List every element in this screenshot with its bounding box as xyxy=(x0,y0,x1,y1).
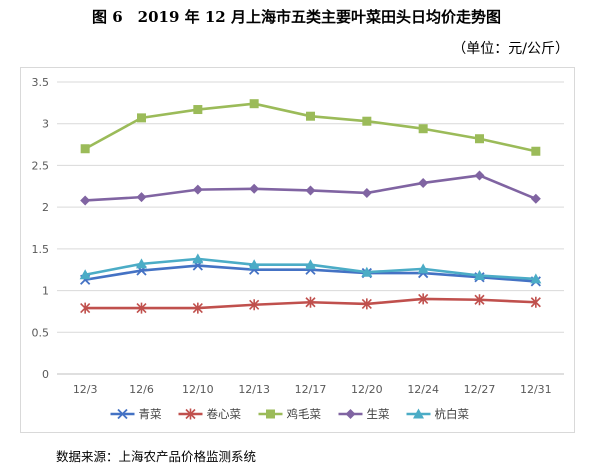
data-point-diamond xyxy=(136,192,147,203)
data-point-asterisk xyxy=(249,299,260,311)
data-point-diamond xyxy=(474,170,485,181)
y-tick-label: 2.5 xyxy=(32,159,50,172)
data-point-square xyxy=(193,105,203,115)
data-point-asterisk xyxy=(80,302,91,314)
data-point-square xyxy=(531,146,541,156)
data-point-triangle xyxy=(136,258,147,269)
y-tick-label: 0.5 xyxy=(32,326,50,339)
data-point-triangle xyxy=(417,263,429,274)
data-source: 数据来源：上海农产品价格监测系统 xyxy=(56,449,257,464)
data-point-triangle xyxy=(413,408,424,419)
x-tick-label: 12/10 xyxy=(182,383,214,396)
y-tick-label: 1 xyxy=(42,285,49,298)
data-point-square xyxy=(80,144,90,154)
series-3 xyxy=(80,170,541,206)
data-point-square xyxy=(306,111,315,121)
data-point-asterisk xyxy=(305,296,316,308)
data-point-x xyxy=(117,408,128,420)
series-4 xyxy=(79,253,542,284)
x-tick-label: 12/6 xyxy=(129,383,154,396)
x-tick-label: 12/20 xyxy=(351,383,383,396)
data-point-triangle xyxy=(192,253,204,264)
data-point-square xyxy=(249,99,259,109)
data-point-triangle xyxy=(305,259,316,270)
data-point-square xyxy=(266,409,275,419)
data-point-diamond xyxy=(192,184,203,195)
series-2 xyxy=(80,99,541,156)
data-point-asterisk xyxy=(418,293,429,305)
data-point-diamond xyxy=(249,183,260,194)
x-tick-label: 12/27 xyxy=(464,383,496,396)
legend-item-3: 生菜 xyxy=(338,407,390,421)
series-1 xyxy=(80,293,541,314)
data-point-diamond xyxy=(418,177,429,188)
x-tick-label: 12/13 xyxy=(238,383,270,396)
series-line xyxy=(84,102,537,153)
x-tick-label: 12/17 xyxy=(295,383,327,396)
x-tick-label: 12/24 xyxy=(407,383,439,396)
legend-item-0: 青菜 xyxy=(110,407,162,421)
data-point-triangle xyxy=(361,266,373,277)
legend-item-1: 卷心菜 xyxy=(178,407,242,421)
legend-label: 杭白菜 xyxy=(435,407,470,421)
x-tick-label: 12/3 xyxy=(73,383,98,396)
legend-label: 青菜 xyxy=(139,407,162,421)
data-point-triangle xyxy=(530,273,542,284)
unit-label: （单位：元/公斤） xyxy=(452,41,569,57)
line-chart: 0 0.5 1 1.5 2 2.5 3 3.5 12/3 12/6 12/10 12/13 12/17 1… xyxy=(32,76,564,421)
data-point-diamond xyxy=(361,187,372,198)
y-tick-label: 3.5 xyxy=(32,76,50,89)
data-point-asterisk xyxy=(136,302,147,314)
data-point-triangle xyxy=(79,269,91,280)
data-point-diamond xyxy=(530,193,541,204)
legend-label: 生菜 xyxy=(367,407,390,421)
data-point-triangle xyxy=(248,259,260,270)
legend-item-2: 鸡毛菜 xyxy=(258,407,322,421)
data-point-square xyxy=(362,116,372,126)
data-point-square xyxy=(418,124,428,134)
y-tick-label: 0 xyxy=(42,368,49,381)
data-point-triangle xyxy=(474,270,485,281)
chart-area: 0 0.5 1 1.5 2 2.5 3 3.5 12/3 12/6 12/10 12/13 12/17 1… xyxy=(20,67,575,433)
data-point-diamond xyxy=(345,409,356,419)
y-tick-label: 1.5 xyxy=(32,243,50,256)
chart-title: 图 6 2019 年 12 月上海市五类主要叶菜田头日均价走势图 xyxy=(92,8,501,26)
data-point-square xyxy=(137,113,146,123)
y-tick-label: 3 xyxy=(42,118,49,131)
data-point-asterisk xyxy=(192,302,203,314)
data-point-diamond xyxy=(305,185,316,196)
y-tick-label: 2 xyxy=(42,201,49,214)
data-point-asterisk xyxy=(361,298,372,310)
legend-label: 卷心菜 xyxy=(207,407,242,421)
x-tick-label: 12/31 xyxy=(520,383,552,396)
legend-label: 鸡毛菜 xyxy=(287,407,322,421)
data-point-asterisk xyxy=(530,296,541,308)
data-point-diamond xyxy=(80,195,91,206)
data-point-square xyxy=(475,134,484,144)
legend-item-4: 杭白菜 xyxy=(406,407,470,421)
data-point-asterisk xyxy=(185,408,196,420)
data-point-asterisk xyxy=(474,294,485,306)
